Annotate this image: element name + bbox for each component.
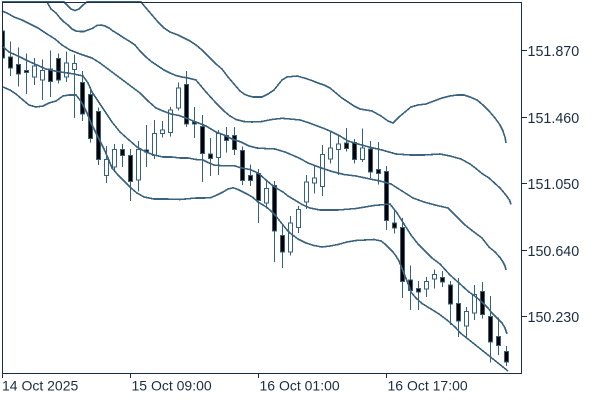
svg-text:15 Oct 09:00: 15 Oct 09:00 [132,378,212,394]
svg-text:16 Oct 01:00: 16 Oct 01:00 [260,378,340,394]
svg-text:151.870: 151.870 [528,44,580,60]
svg-text:151.460: 151.460 [528,111,580,127]
svg-text:16 Oct 17:00: 16 Oct 17:00 [388,378,468,394]
svg-text:150.230: 150.230 [528,310,580,326]
svg-text:150.640: 150.640 [528,244,580,260]
svg-text:151.050: 151.050 [528,177,580,193]
svg-text:14 Oct 2025: 14 Oct 2025 [2,378,78,394]
